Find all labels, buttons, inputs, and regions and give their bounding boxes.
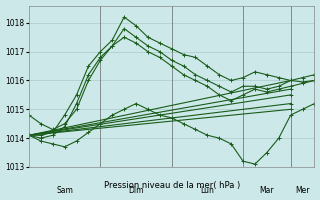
X-axis label: Pression niveau de la mer( hPa ): Pression niveau de la mer( hPa ) bbox=[104, 181, 240, 190]
Text: Mar: Mar bbox=[260, 186, 274, 195]
Text: Lun: Lun bbox=[200, 186, 214, 195]
Text: Sam: Sam bbox=[56, 186, 73, 195]
Text: Dim: Dim bbox=[128, 186, 144, 195]
Text: Mer: Mer bbox=[295, 186, 310, 195]
